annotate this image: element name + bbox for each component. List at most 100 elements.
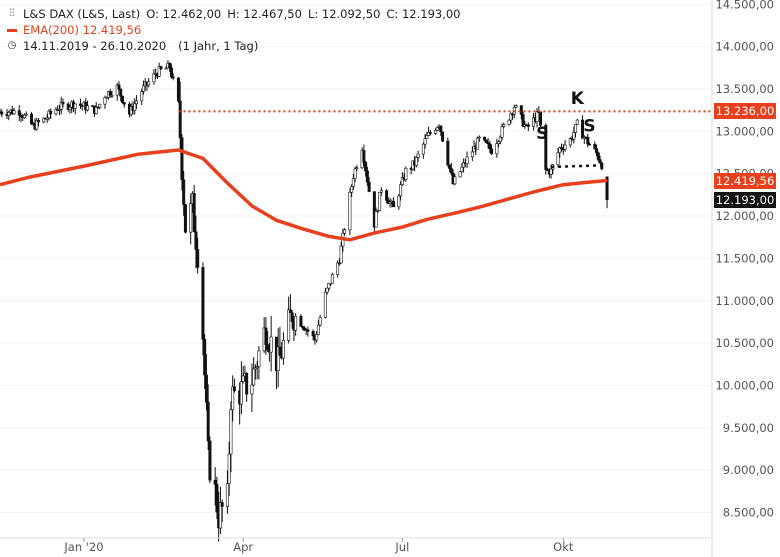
candle-body <box>476 137 480 150</box>
candle-body <box>68 107 72 110</box>
candle-body <box>388 201 392 204</box>
price-tag: 12.193,00 <box>714 191 776 208</box>
candle-body <box>355 167 359 170</box>
candle-body <box>421 143 425 155</box>
candle-body <box>563 144 567 150</box>
pattern-label: S <box>583 116 595 136</box>
candle-body <box>29 113 33 125</box>
candle-body <box>66 103 70 110</box>
candle-body <box>141 85 145 92</box>
candle-body <box>241 375 245 382</box>
candle-body <box>225 483 229 507</box>
candle-body <box>22 114 26 119</box>
candle-body <box>488 143 492 150</box>
candle-body <box>180 137 184 181</box>
y-tick-label: 11.000,00 <box>715 294 774 308</box>
candle-body <box>159 66 163 70</box>
candle-body <box>278 346 282 356</box>
candle-body <box>404 168 408 180</box>
candle-body <box>414 156 418 166</box>
candle-body <box>362 150 366 163</box>
candle-body <box>257 350 261 367</box>
candle-body <box>458 171 462 178</box>
candle-body <box>61 102 65 105</box>
candle-body <box>399 184 403 197</box>
candle-body <box>42 117 46 123</box>
clock-icon: ◷ <box>7 40 17 51</box>
candle-body <box>337 262 341 265</box>
legend-symbol-row: ⫶⫶ L&S DAX (L&S, Last) O: 12.462,00 H: 1… <box>6 6 461 22</box>
candle-body <box>213 479 217 485</box>
candle-body <box>196 249 200 268</box>
candle-body <box>117 84 121 90</box>
candle-body <box>119 88 123 97</box>
candle-body <box>549 168 553 175</box>
candle-body <box>318 317 322 326</box>
candle-body <box>509 113 513 121</box>
y-tick-label: 14.500,00 <box>715 0 774 11</box>
candle-body <box>379 190 383 193</box>
candle-body <box>323 291 327 318</box>
y-tick-label: 13.500,00 <box>715 82 774 96</box>
candle-body <box>556 152 560 166</box>
price-tag: 13.236,00 <box>714 103 776 120</box>
candle-body <box>302 327 306 331</box>
candle-body <box>12 110 16 115</box>
candle-body <box>134 100 138 105</box>
candle-body <box>266 344 270 351</box>
x-tick-label: Jul <box>394 540 409 554</box>
candle-body <box>0 111 4 115</box>
candle-body <box>439 125 443 133</box>
candle-body <box>441 131 445 142</box>
candle-body <box>78 103 82 106</box>
candle-body <box>526 124 530 127</box>
candle-body <box>435 127 439 131</box>
candle-body <box>133 103 137 111</box>
y-tick-label: 13.000,00 <box>715 124 774 138</box>
candle-body <box>168 62 172 69</box>
candle-body <box>206 401 210 442</box>
candle-body <box>252 368 256 386</box>
candle-body <box>201 267 205 340</box>
candle-body <box>568 138 572 146</box>
candle-body <box>36 120 40 123</box>
candle-body <box>497 141 501 144</box>
candle-body <box>330 274 334 284</box>
legend-span: (1 Jahr, 1 Tag) <box>178 39 259 53</box>
overlays: SKS <box>0 89 712 242</box>
candle-body <box>294 315 298 331</box>
candle-body <box>460 166 464 173</box>
candle-body <box>519 105 523 115</box>
candle-body <box>215 484 219 513</box>
candle-body <box>281 340 285 359</box>
candle-body <box>105 96 109 99</box>
candle-body <box>152 73 156 83</box>
candle-body <box>397 195 401 208</box>
candle-body <box>423 138 427 145</box>
candle-body <box>290 312 294 322</box>
candle-body <box>558 147 562 154</box>
candle-body <box>560 147 564 150</box>
y-tick-label: 14.000,00 <box>715 40 774 54</box>
candle-body <box>539 111 543 126</box>
candle-body <box>103 97 107 105</box>
x-axis: Jan '20 Apr Jul Okt <box>0 537 712 554</box>
candle-body <box>229 409 233 455</box>
candle-body <box>507 119 511 125</box>
legend-range-row: ◷ 14.11.2019 - 26.10.2020 (1 Jahr, 1 Tag… <box>6 38 461 54</box>
candle-body <box>54 109 58 115</box>
candle-body <box>316 324 320 335</box>
candle-body <box>350 186 354 193</box>
candle-body <box>353 168 357 179</box>
candle-body <box>7 111 11 116</box>
candle-body <box>376 210 380 212</box>
candle-body <box>24 113 28 116</box>
candle-body <box>264 327 268 345</box>
candles <box>0 60 609 542</box>
candle-body <box>239 381 243 405</box>
candle-body <box>171 76 175 79</box>
x-tick-label: Okt <box>553 540 574 554</box>
candle-body <box>462 162 466 168</box>
candle-body <box>364 161 368 172</box>
